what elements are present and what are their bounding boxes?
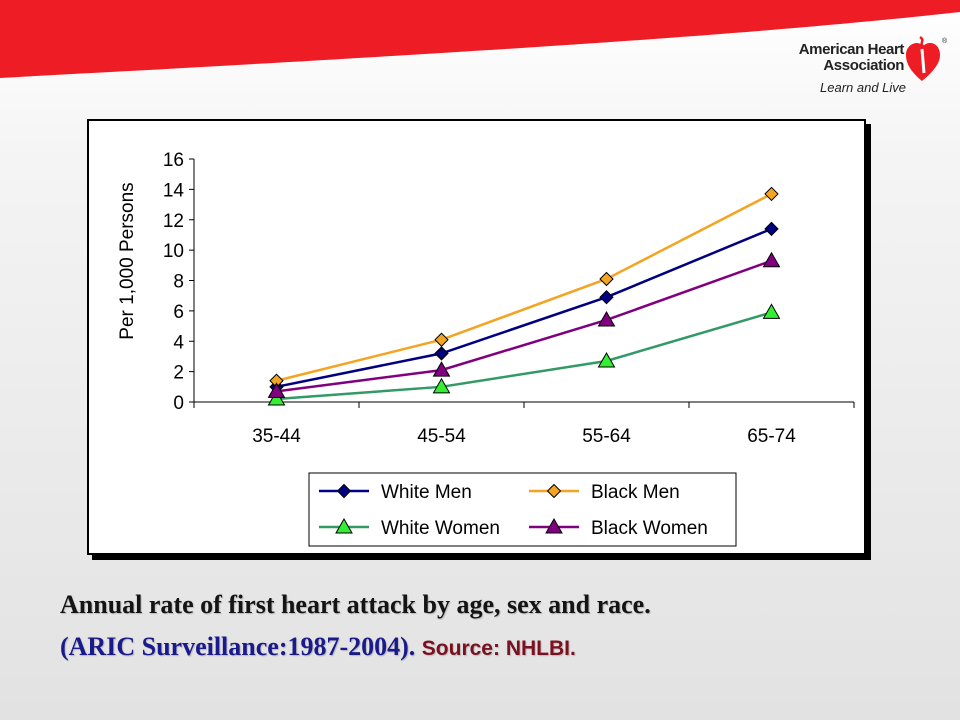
x-tick-label: 55-64 [582, 426, 631, 447]
data-point [434, 346, 449, 361]
legend-label: White Men [381, 482, 472, 503]
data-point [434, 332, 449, 347]
legend-swatch-marker [545, 517, 563, 534]
legend-label: White Women [381, 518, 500, 539]
legend-box [308, 472, 737, 547]
legend-swatch-marker [335, 517, 353, 534]
y-tick-label: 16 [163, 150, 184, 171]
legend-label: Black Women [591, 518, 708, 539]
series-markers [267, 186, 781, 406]
y-tick-label: 4 [173, 332, 184, 353]
caption-study: (ARIC Surveillance:1987-2004). [60, 632, 416, 661]
y-axis-label: Per 1,000 Persons [117, 182, 138, 339]
x-tick-label: 35-44 [252, 426, 301, 447]
data-point [432, 361, 451, 377]
y-tick-label: 0 [173, 393, 184, 414]
series-line [276, 259, 772, 393]
series-line [276, 192, 773, 382]
data-point [599, 289, 614, 305]
y-axis-ticks: 0 2 4 6 8 10 12 14 16 [163, 150, 194, 414]
data-point [432, 377, 451, 394]
caption-line1: Annual rate of first heart attack by age… [60, 590, 651, 619]
series-line [276, 227, 772, 389]
aha-logo: American Heart Association Learn and Liv… [780, 32, 950, 102]
data-point [762, 251, 781, 268]
series-lines [276, 192, 773, 401]
legend: White Men Black Men White Women Black Women [308, 472, 737, 547]
heart-torch-icon: ® [906, 35, 948, 81]
legend-swatch-marker [546, 483, 562, 499]
caption-source: Source: NHLBI. [421, 637, 576, 660]
caption-line2: (ARIC Surveillance:1987-2004). Source: N… [60, 632, 576, 662]
chart-axes [193, 159, 854, 403]
series-line [276, 311, 772, 401]
logo-name-line2: Association [823, 57, 904, 74]
data-point [267, 389, 286, 406]
y-tick-label: 10 [163, 241, 184, 262]
x-axis-ticks: 35-44 45-54 55-64 65-74 [193, 402, 855, 447]
logo-tagline: Learn and Live [820, 80, 907, 95]
data-point [599, 271, 614, 287]
legend-label: Black Men [591, 482, 680, 503]
data-point [764, 221, 779, 237]
header-banner [0, 0, 960, 110]
logo-name-line1: American Heart [798, 41, 905, 58]
y-tick-label: 2 [173, 363, 184, 384]
y-tick-label: 8 [173, 272, 184, 293]
red-swoosh-graphic [0, 0, 960, 78]
y-tick-label: 14 [163, 180, 185, 201]
chart-panel: 0 2 4 6 8 10 12 14 16 35-44 45-54 55-64 65-74 Per 1… [87, 119, 866, 555]
x-tick-label: 45-54 [417, 426, 466, 447]
logo-name: American Heart Association [794, 41, 905, 74]
legend-swatch-marker [336, 483, 352, 499]
line-chart: 0 2 4 6 8 10 12 14 16 35-44 45-54 55-64 65-74 Per 1… [117, 150, 855, 547]
data-point [267, 382, 286, 398]
data-point [597, 351, 616, 368]
x-tick-label: 65-74 [747, 426, 796, 447]
data-point [762, 303, 781, 319]
registered-mark: ® [942, 37, 948, 45]
data-point [764, 186, 779, 202]
y-tick-label: 12 [163, 211, 184, 232]
y-tick-label: 6 [173, 302, 184, 323]
data-point [597, 310, 616, 327]
